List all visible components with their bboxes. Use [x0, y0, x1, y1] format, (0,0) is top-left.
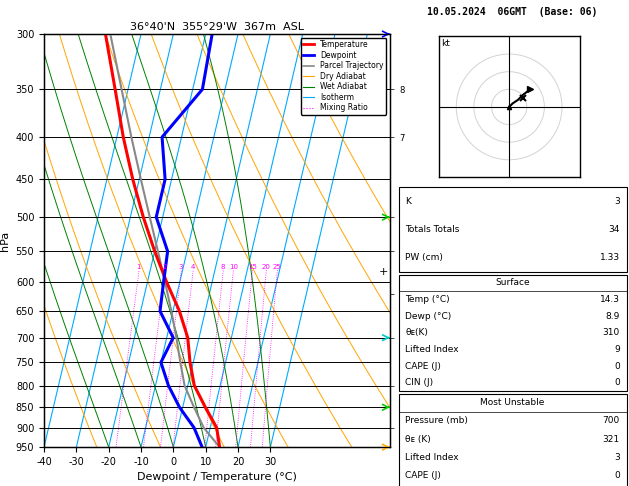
Text: Dewp (°C): Dewp (°C) — [406, 312, 452, 321]
Text: 14.3: 14.3 — [600, 295, 620, 304]
Text: 3: 3 — [179, 264, 184, 270]
Text: θᴇ(K): θᴇ(K) — [406, 329, 428, 337]
Text: 321: 321 — [603, 434, 620, 444]
Text: 8: 8 — [221, 264, 225, 270]
Text: 10.05.2024  06GMT  (Base: 06): 10.05.2024 06GMT (Base: 06) — [428, 7, 598, 17]
Text: 3: 3 — [614, 453, 620, 462]
Text: 0: 0 — [614, 471, 620, 480]
Y-axis label: km
ASL: km ASL — [422, 233, 442, 248]
Text: Most Unstable: Most Unstable — [481, 398, 545, 407]
Text: 15: 15 — [248, 264, 257, 270]
Text: kt: kt — [442, 39, 450, 48]
Text: Lifted Index: Lifted Index — [406, 345, 459, 354]
Y-axis label: hPa: hPa — [0, 230, 10, 251]
Legend: Temperature, Dewpoint, Parcel Trajectory, Dry Adiabat, Wet Adiabat, Isotherm, Mi: Temperature, Dewpoint, Parcel Trajectory… — [301, 38, 386, 115]
Bar — [399, 187, 626, 272]
Text: 8.9: 8.9 — [606, 312, 620, 321]
Text: CIN (J): CIN (J) — [406, 379, 433, 387]
Text: 3: 3 — [614, 197, 620, 206]
Text: 9: 9 — [614, 345, 620, 354]
Text: Surface: Surface — [495, 278, 530, 287]
Text: K: K — [406, 197, 411, 206]
Text: +: + — [379, 267, 388, 277]
Text: CAPE (J): CAPE (J) — [406, 471, 442, 480]
Text: CAPE (J): CAPE (J) — [406, 362, 442, 371]
Text: 1: 1 — [136, 264, 141, 270]
Text: 0: 0 — [614, 362, 620, 371]
Text: Lifted Index: Lifted Index — [406, 453, 459, 462]
Text: Pressure (mb): Pressure (mb) — [406, 417, 469, 426]
Bar — [399, 275, 626, 391]
Text: 4: 4 — [191, 264, 195, 270]
Text: 310: 310 — [603, 329, 620, 337]
Text: 700: 700 — [603, 417, 620, 426]
Text: 10: 10 — [229, 264, 238, 270]
Title: 36°40'N  355°29'W  367m  ASL: 36°40'N 355°29'W 367m ASL — [130, 22, 304, 32]
Text: 2: 2 — [163, 264, 167, 270]
Text: 34: 34 — [608, 225, 620, 234]
Text: 0: 0 — [614, 379, 620, 387]
Text: Totals Totals: Totals Totals — [406, 225, 460, 234]
Text: 25: 25 — [273, 264, 282, 270]
Text: 20: 20 — [262, 264, 270, 270]
X-axis label: Dewpoint / Temperature (°C): Dewpoint / Temperature (°C) — [137, 472, 297, 483]
Text: PW (cm): PW (cm) — [406, 254, 443, 262]
Text: θᴇ (K): θᴇ (K) — [406, 434, 431, 444]
Text: Temp (°C): Temp (°C) — [406, 295, 450, 304]
Bar — [399, 394, 626, 486]
Text: 1.33: 1.33 — [599, 254, 620, 262]
